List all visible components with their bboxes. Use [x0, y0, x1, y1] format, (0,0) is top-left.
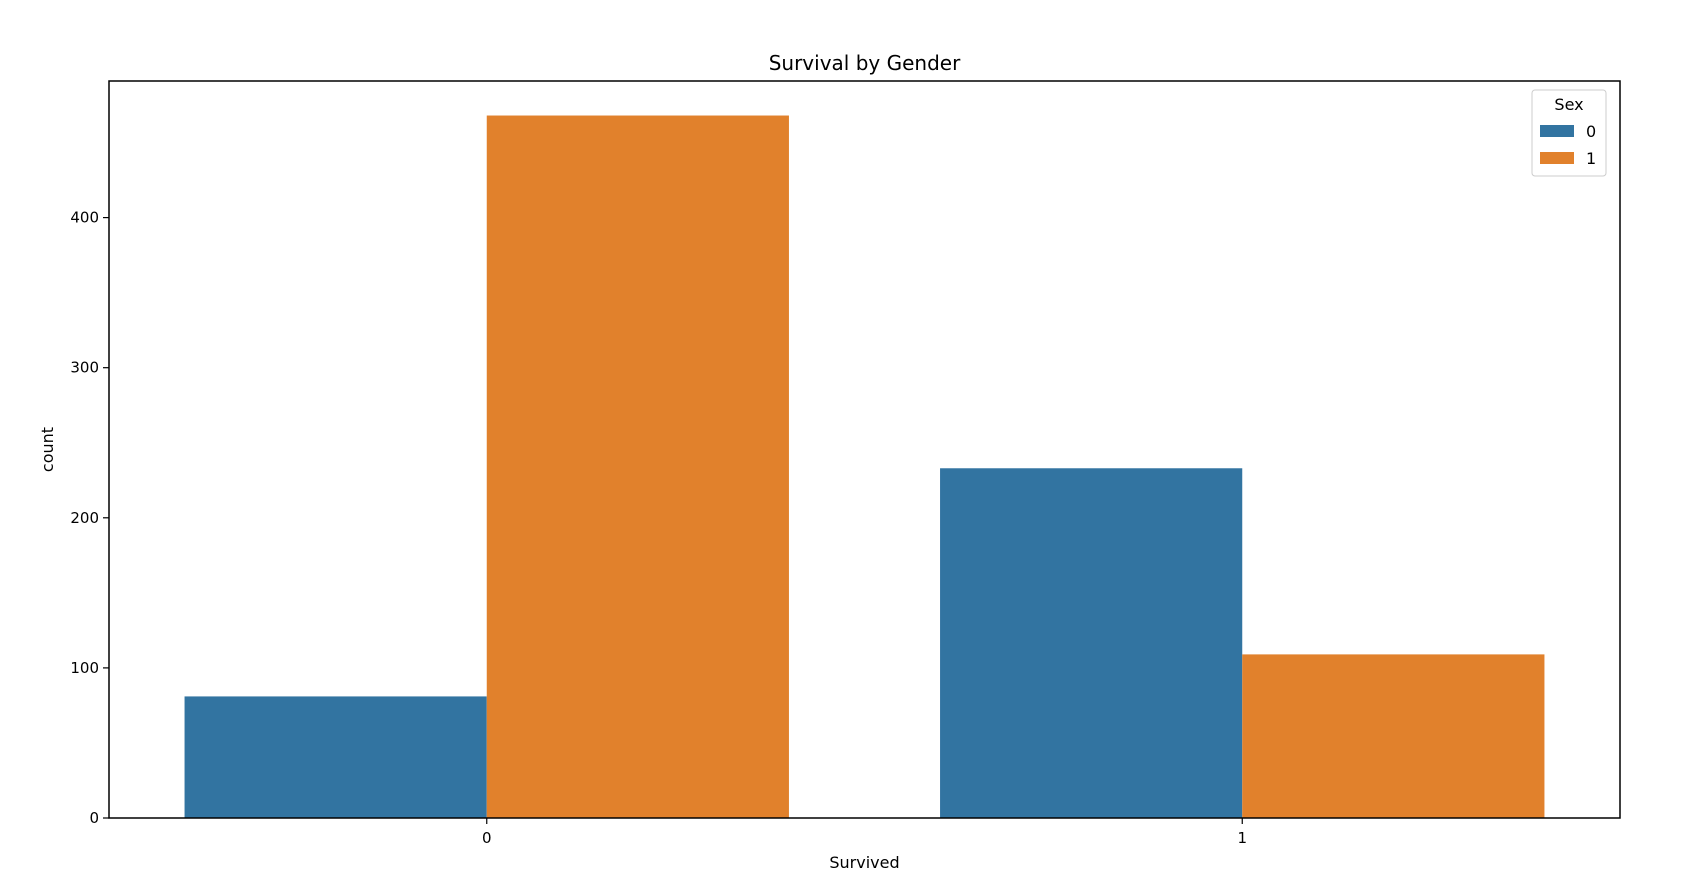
- bar-survived-0-sex-0: [184, 696, 487, 818]
- legend-swatch-0: [1540, 125, 1574, 137]
- y-axis-label: count: [38, 427, 57, 472]
- y-tick-label: 300: [70, 359, 99, 377]
- bar-survived-1-sex-1: [1242, 654, 1545, 818]
- y-tick-label: 200: [70, 509, 99, 527]
- bars-layer: [184, 115, 1545, 818]
- legend-label-1: 1: [1586, 149, 1596, 168]
- bar-survived-0-sex-1: [486, 115, 789, 818]
- bar-survived-1-sex-0: [940, 468, 1243, 818]
- plot-frame: [108, 80, 1621, 819]
- y-tick-label: 400: [70, 209, 99, 227]
- y-tick-label: 100: [70, 659, 99, 677]
- y-tick-label: 0: [89, 809, 99, 827]
- legend-entries: 01: [1540, 122, 1596, 168]
- x-tick-label: 1: [1237, 829, 1247, 847]
- y-axis: 0 100 200 300 400: [70, 209, 109, 827]
- legend-title: Sex: [1554, 95, 1583, 114]
- x-tick-label: 0: [482, 829, 492, 847]
- chart-title: Survival by Gender: [769, 51, 961, 75]
- x-axis-label: Survived: [829, 853, 899, 872]
- legend-swatch-1: [1540, 152, 1574, 164]
- legend: Sex 01: [1531, 89, 1607, 177]
- legend-label-0: 0: [1586, 122, 1596, 141]
